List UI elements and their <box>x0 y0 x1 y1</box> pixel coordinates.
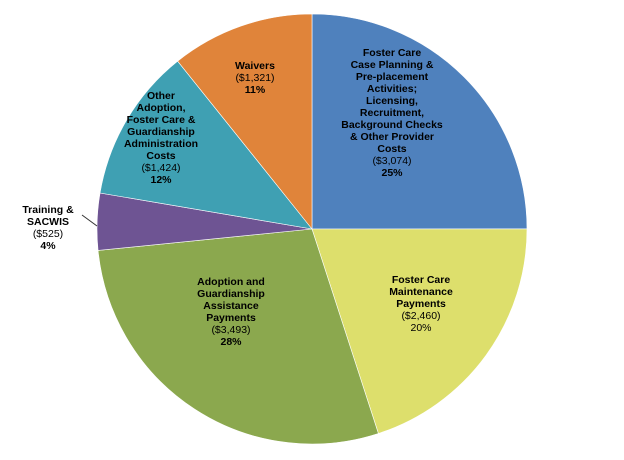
slice-label-line: Training & <box>22 204 74 216</box>
slice-percent-label: 20% <box>410 322 431 334</box>
slice-label-line: Foster Care <box>363 47 422 59</box>
slice-label-line: Other <box>147 90 175 102</box>
slice-amount-label: ($2,460) <box>401 310 440 322</box>
slice-percent-label: 25% <box>381 167 403 179</box>
slice-other-administration <box>99 60 313 230</box>
slice-label-line: Pre-placement <box>356 71 429 83</box>
slice-label-line: Background Checks <box>341 119 443 131</box>
slice-label-line: Maintenance <box>389 286 453 298</box>
slice-foster-care-maintenance <box>311 228 528 434</box>
slice-label-line: Adoption, <box>137 102 186 114</box>
training-leader-line <box>81 214 98 227</box>
slice-label-line: Foster Care <box>392 274 451 286</box>
slice-label-line: Assistance <box>203 300 259 312</box>
slice-label-line: Payments <box>396 298 446 310</box>
slice-label-line: SACWIS <box>27 216 69 228</box>
slice-label-line: Waivers <box>235 60 275 72</box>
slice-adoption-guardianship-assistance <box>97 228 379 445</box>
slice-percent-label: 28% <box>220 336 242 348</box>
slice-amount-label: ($1,424) <box>141 162 180 174</box>
slice-percent-label: 11% <box>245 84 266 96</box>
slice-amount-label: ($525) <box>33 228 63 240</box>
slice-label-line: Recruitment, <box>360 107 424 119</box>
slice-label-line: Licensing, <box>366 95 418 107</box>
slice-label-line: Administration <box>124 138 198 150</box>
slice-percent-label: 4% <box>40 240 56 252</box>
slice-label-line: Payments <box>206 312 256 324</box>
slice-label-line: Activities; <box>367 83 417 95</box>
slice-amount-label: ($3,074) <box>372 155 411 167</box>
slice-percent-label: 12% <box>150 174 172 186</box>
slice-label-line: Guardianship <box>197 288 265 300</box>
pie-slices <box>96 13 528 445</box>
slice-amount-label: ($3,493) <box>211 324 250 336</box>
slice-label-line: Foster Care & <box>127 114 196 126</box>
slice-label-line: & Other Provider <box>350 131 434 143</box>
slice-label-line: Costs <box>377 143 406 155</box>
slice-label-line: Costs <box>146 150 175 162</box>
slice-label-line: Guardianship <box>127 126 195 138</box>
slice-label-line: Adoption and <box>197 276 265 288</box>
slice-label-line: Case Planning & <box>351 59 434 71</box>
slice-foster-care-case-planning <box>311 13 528 230</box>
slice-waivers <box>177 13 313 230</box>
slice-amount-label: ($1,321) <box>235 72 274 84</box>
